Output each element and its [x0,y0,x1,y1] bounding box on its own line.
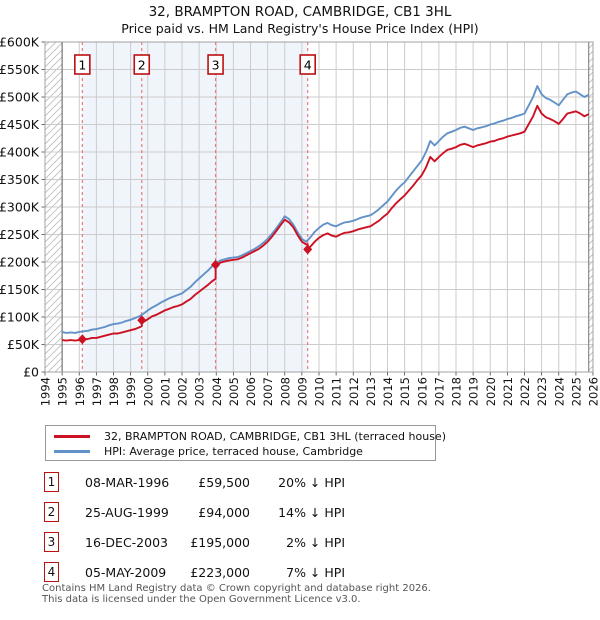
transaction-number: 4 [44,562,59,582]
x-tick-label: 2001 [158,377,172,406]
transaction-vs-hpi: 14% ↓ HPI [278,505,345,520]
y-tick-label: £600K [0,35,40,50]
sale-number-box [74,54,91,75]
legend-item-property: 32, BRAMPTON ROAD, CAMBRIDGE, CB1 3HL (t… [46,429,446,444]
y-tick-label: £550K [0,62,40,77]
x-tick-label: 2021 [501,377,515,406]
x-tick-label: 2007 [261,377,275,406]
x-tick-label: 2003 [193,377,207,406]
x-tick-label: 1994 [39,377,53,406]
y-tick-label: £50K [7,337,40,352]
legend-label-hpi: HPI: Average price, terraced house, Camb… [104,445,363,458]
transaction-row: 1 08-MAR-1996 £59,500 20% ↓ HPI [0,470,600,500]
x-tick-label: 2009 [295,377,309,406]
y-tick-label: £400K [0,145,40,160]
x-tick-label: 2005 [227,377,241,406]
transaction-number: 2 [44,502,59,522]
y-tick-label: £0 [23,365,39,380]
transactions-table: 1 08-MAR-1996 £59,500 20% ↓ HPI 2 25-AUG-1999… [0,470,600,592]
x-tick-label: 2011 [330,377,344,406]
x-tick-label: 2004 [210,377,224,406]
hpi-line [61,85,590,334]
x-tick-label: 2022 [518,377,532,406]
transaction-vs-hpi: 20% ↓ HPI [278,475,345,490]
transaction-price: £223,000 [190,565,250,580]
x-tick-label: 1998 [107,377,121,406]
transaction-number: 3 [44,532,59,552]
x-tick-label: 2014 [381,377,395,406]
transaction-price: £59,500 [198,475,250,490]
transaction-price: £94,000 [198,505,250,520]
x-tick-label: 2017 [432,377,446,406]
transaction-date: 05-MAY-2009 [85,565,167,580]
footer-line-2: This data is licensed under the Open Gov… [42,594,361,605]
x-tick-label: 2013 [364,377,378,406]
price-history-chart: 1 2 3 4 £0 £50K £100K £150K £200K £250K £300K £350K… [0,35,600,406]
x-tick-label: 1995 [56,377,70,406]
y-tick-label: £350K [0,172,40,187]
hpi-line-sample [54,450,90,453]
chart-subtitle: Price paid vs. HM Land Registry's House … [121,21,479,36]
x-tick-label: 2016 [415,377,429,406]
sale-number: 1 [78,58,86,73]
transaction-row: 3 16-DEC-2003 £195,000 2% ↓ HPI [0,530,600,560]
y-tick-label: £100K [0,310,40,325]
sale-number: 3 [212,58,220,73]
transaction-date: 16-DEC-2003 [85,535,168,550]
sale-point-marker [137,315,147,326]
transaction-number: 1 [44,472,59,492]
transaction-price: £195,000 [190,535,250,550]
x-tick-label: 2008 [278,377,292,406]
sale-number-box [299,54,316,75]
legend-item-hpi: HPI: Average price, terraced house, Camb… [46,444,435,459]
legend-label-property: 32, BRAMPTON ROAD, CAMBRIDGE, CB1 3HL (t… [104,430,446,443]
x-tick-label: 2019 [467,377,481,406]
x-tick-label: 2024 [552,377,566,406]
x-tick-label: 2026 [587,377,600,406]
transaction-row: 2 25-AUG-1999 £94,000 14% ↓ HPI [0,500,600,530]
property-line-sample [54,435,90,438]
y-tick-label: £200K [0,255,40,270]
y-tick-label: £500K [0,90,40,105]
footer-line-1: Contains HM Land Registry data © Crown c… [42,583,431,594]
transaction-row: 4 05-MAY-2009 £223,000 7% ↓ HPI [0,560,600,590]
sale-number-box [207,54,224,75]
transaction-date: 25-AUG-1999 [85,505,169,520]
transaction-date: 08-MAR-1996 [85,475,170,490]
chart-title: 32, BRAMPTON ROAD, CAMBRIDGE, CB1 3HL [148,4,452,20]
y-tick-label: £150K [0,282,40,297]
transaction-vs-hpi: 7% ↓ HPI [286,565,345,580]
sale-number-box [133,54,151,75]
sale-number: 4 [304,58,312,73]
x-tick-label: 2002 [176,377,190,406]
x-tick-label: 2023 [535,377,549,406]
x-tick-label: 2006 [244,377,258,406]
y-tick-label: £300K [0,200,40,215]
x-tick-label: 2015 [398,377,412,406]
sale-number: 2 [138,58,146,73]
sale-point-marker [303,244,313,255]
x-tick-label: 2012 [347,377,361,406]
sale-point-marker [77,334,87,345]
y-tick-label: £450K [0,117,40,132]
transaction-vs-hpi: 2% ↓ HPI [286,535,345,550]
x-tick-label: 2025 [569,377,583,406]
footer: Contains HM Land Registry data © Crown c… [42,583,431,605]
x-tick-label: 2010 [313,377,327,406]
x-tick-label: 1999 [124,377,138,406]
sale-point-marker [211,259,221,270]
x-tick-label: 1996 [73,377,87,406]
chart-legend: 32, BRAMPTON ROAD, CAMBRIDGE, CB1 3HL (t… [45,425,446,461]
x-tick-label: 2020 [484,377,498,406]
x-tick-label: 2018 [450,377,464,406]
x-tick-label: 1997 [90,377,104,406]
x-tick-label: 2000 [141,377,155,406]
y-tick-label: £250K [0,227,40,242]
